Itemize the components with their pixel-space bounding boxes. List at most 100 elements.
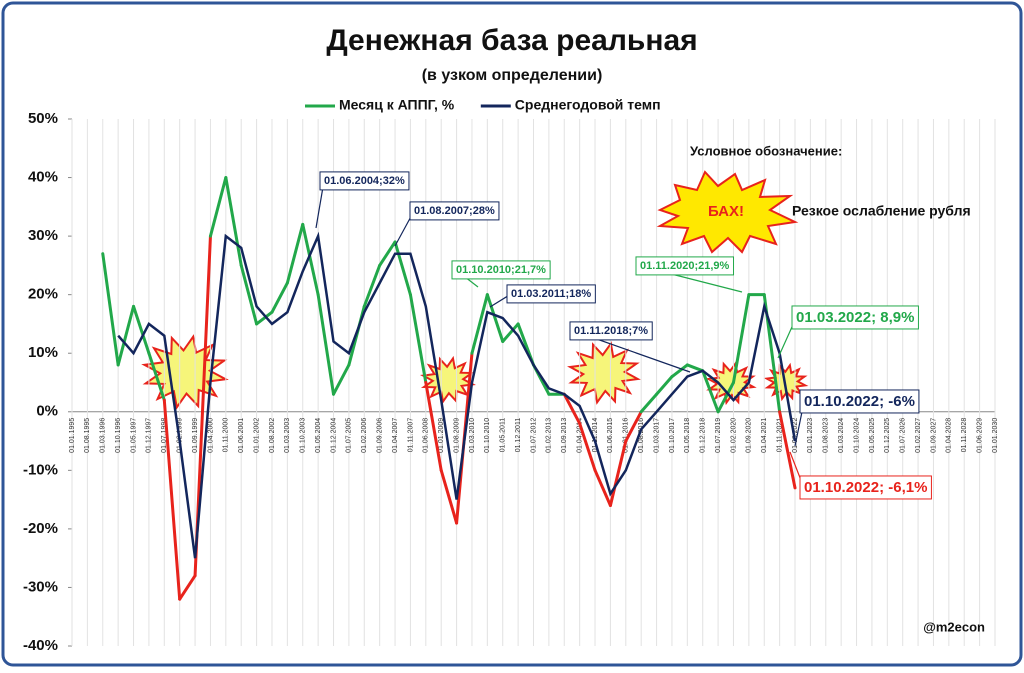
x-tick-label: 01.08.2002 bbox=[269, 418, 276, 453]
shock-burst bbox=[567, 341, 641, 405]
annotation-text: 01.11.2018;7% bbox=[574, 325, 648, 337]
series-segment bbox=[224, 176, 243, 267]
chart-subtitle: (в узком определении) bbox=[422, 67, 603, 84]
x-tick-label: 01.10.1996 bbox=[115, 418, 122, 453]
series-segment bbox=[593, 468, 612, 507]
x-tick-label: 01.06.2022 bbox=[792, 418, 799, 453]
x-tick-label: 01.05.2011 bbox=[500, 418, 507, 453]
series-segment bbox=[731, 293, 751, 384]
series-segment bbox=[332, 363, 351, 396]
series-segment bbox=[578, 421, 597, 472]
series-segment bbox=[362, 263, 382, 308]
x-tick-label: 01.02.2020 bbox=[730, 418, 737, 453]
x-tick-label: 01.01.2002 bbox=[253, 418, 260, 453]
x-tick-label: 01.06.2029 bbox=[976, 418, 983, 453]
x-tick-label: 01.10.2010 bbox=[484, 418, 491, 453]
key-title: Условное обозначение: bbox=[690, 143, 842, 158]
series-segment bbox=[301, 222, 320, 297]
shock-burst bbox=[705, 360, 757, 406]
x-tick-label: 01.03.2010 bbox=[469, 418, 476, 453]
annotation-text: 01.08.2007;28% bbox=[414, 205, 495, 217]
y-tick-label: 10% bbox=[28, 344, 58, 361]
x-tick-label: 01.09.2027 bbox=[930, 418, 937, 453]
series-segment bbox=[501, 322, 520, 344]
annotation-box bbox=[799, 389, 920, 414]
series-segment bbox=[239, 263, 259, 326]
series-segment bbox=[701, 369, 720, 414]
annotation-text: 01.03.2011;18% bbox=[511, 288, 591, 300]
series-segment bbox=[270, 281, 289, 314]
x-tick-label: 01.10.2024 bbox=[853, 418, 860, 453]
series-segment bbox=[562, 392, 582, 425]
series-segment bbox=[439, 468, 459, 525]
legend-label: Среднегодовой темп bbox=[515, 97, 661, 113]
series-segment bbox=[285, 222, 305, 285]
series-segment bbox=[639, 392, 659, 414]
x-tick-label: 01.08.2009 bbox=[453, 418, 460, 453]
x-tick-label: 01.11.2028 bbox=[961, 418, 968, 453]
x-tick-label: 01.04.2021 bbox=[761, 418, 768, 453]
series-segment bbox=[408, 293, 428, 384]
annotation-box bbox=[569, 321, 653, 341]
annotation-box bbox=[635, 256, 735, 276]
x-tick-label: 01.05.2004 bbox=[315, 418, 322, 453]
y-tick-label: 50% bbox=[28, 110, 58, 127]
annotation-text: 01.10.2022; -6% bbox=[804, 393, 915, 410]
x-tick-label: 01.06.2008 bbox=[423, 418, 430, 453]
x-tick-label: 01.04.2028 bbox=[946, 418, 953, 453]
series-segment bbox=[655, 375, 674, 396]
annotation: 01.10.2022; -6% bbox=[794, 389, 920, 447]
x-tick-label: 01.05.1997 bbox=[130, 418, 137, 453]
x-tick-label: 01.03.1996 bbox=[100, 418, 107, 453]
x-tick-label: 01.08.2016 bbox=[638, 418, 645, 453]
x-tick-label: 01.05.2018 bbox=[684, 418, 691, 453]
annotation: 01.03.2011;18% bbox=[489, 284, 596, 308]
series-segment bbox=[178, 574, 197, 601]
x-tick-label: 01.07.2026 bbox=[900, 418, 907, 453]
y-tick-label: -20% bbox=[23, 520, 58, 537]
series-segment bbox=[393, 240, 412, 297]
y-tick-label: 0% bbox=[36, 403, 58, 420]
annotation: 01.08.2007;28% bbox=[394, 201, 500, 247]
x-tick-label: 01.01.2016 bbox=[623, 418, 630, 453]
series-segment bbox=[778, 410, 797, 490]
series-segment bbox=[685, 363, 705, 373]
key-badge: БАХ! bbox=[708, 203, 744, 220]
x-tick-label: 01.04.2000 bbox=[207, 418, 214, 453]
key-text: Резкое ослабление рубля bbox=[792, 203, 971, 219]
series-segment bbox=[670, 363, 689, 379]
annotation-box bbox=[506, 284, 596, 304]
y-tick-label: -10% bbox=[23, 461, 58, 478]
x-tick-label: 01.11.2000 bbox=[223, 418, 230, 453]
series-segment bbox=[208, 176, 228, 238]
series-segment bbox=[424, 381, 443, 472]
series-segment bbox=[132, 304, 151, 355]
series-segment bbox=[624, 410, 643, 443]
x-tick-label: 01.09.1999 bbox=[192, 418, 199, 453]
series-segment bbox=[255, 310, 274, 326]
x-tick-label: 01.08.2023 bbox=[823, 418, 830, 453]
x-tick-label: 01.09.2006 bbox=[377, 418, 384, 453]
x-tick-label: 01.12.2018 bbox=[700, 418, 707, 453]
x-tick-label: 01.07.2019 bbox=[715, 418, 722, 453]
x-tick-label: 01.06.2015 bbox=[607, 418, 614, 453]
annotation: 01.06.2004;32% bbox=[315, 171, 410, 229]
x-tick-label: 01.01.1995 bbox=[69, 418, 76, 453]
x-tick-label: 01.03.2017 bbox=[653, 418, 660, 453]
series-segment bbox=[116, 304, 136, 367]
x-tick-label: 01.09.2020 bbox=[746, 418, 753, 453]
x-tick-label: 01.02.2013 bbox=[546, 418, 553, 453]
series-segment bbox=[316, 293, 336, 396]
x-tick-label: 01.05.2025 bbox=[869, 418, 876, 453]
series-segment bbox=[716, 381, 735, 414]
annotation-box bbox=[791, 305, 919, 330]
credit: @m2econ bbox=[923, 619, 985, 634]
series-segment bbox=[608, 439, 628, 507]
x-tick-label: 01.04.2007 bbox=[392, 418, 399, 453]
x-tick-label: 01.01.2009 bbox=[438, 418, 445, 453]
series-segment bbox=[147, 351, 166, 402]
annotation-box bbox=[451, 260, 551, 280]
y-tick-label: 20% bbox=[28, 286, 58, 303]
